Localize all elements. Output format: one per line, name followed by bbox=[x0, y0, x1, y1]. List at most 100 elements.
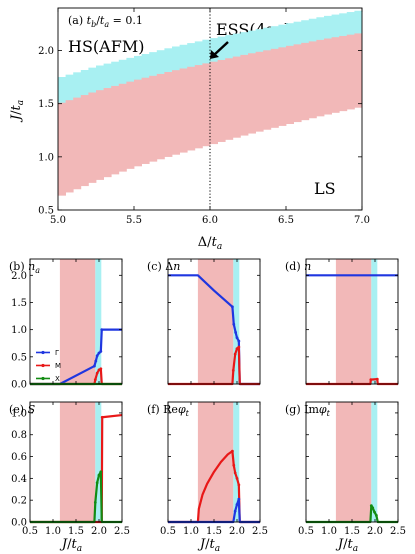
panel-a-xtick-label: 5.5 bbox=[126, 215, 142, 226]
ec-region-step bbox=[210, 61, 218, 145]
xtick-label: 1.5 bbox=[206, 526, 222, 537]
series-green-point bbox=[95, 481, 99, 485]
hs-afm-region-step bbox=[255, 29, 264, 52]
hs-afm-region-step bbox=[164, 48, 173, 72]
panel-a-ytick-label: 0.5 bbox=[38, 206, 54, 217]
hs-afm-region-step bbox=[202, 39, 211, 64]
ec-region-step bbox=[232, 56, 241, 138]
ec-region-step bbox=[187, 66, 196, 151]
series-red-line bbox=[168, 449, 260, 524]
hs-afm-shading bbox=[95, 259, 102, 384]
ec-region-step bbox=[255, 51, 264, 132]
hs-afm-region-step bbox=[301, 20, 310, 43]
ec-region-step bbox=[141, 77, 150, 164]
panel-g-xlabel: J/ta bbox=[335, 537, 358, 554]
ec-region-step bbox=[339, 35, 348, 112]
hs-afm-region-step bbox=[80, 69, 89, 96]
ytick-label: 0.6 bbox=[11, 452, 27, 463]
series-green-line bbox=[30, 470, 122, 524]
series-green-point bbox=[99, 470, 103, 474]
hs-afm-region-step bbox=[263, 27, 272, 51]
xtick-label: 0.5 bbox=[298, 526, 314, 537]
ec-shading bbox=[197, 402, 234, 522]
region-label-ls: LS bbox=[314, 179, 336, 198]
panel-e-label: (e) S bbox=[9, 403, 36, 416]
hs-afm-region-step bbox=[88, 67, 97, 93]
xtick-label: 0.5 bbox=[160, 526, 176, 537]
panel-a-ytick-label: 2.0 bbox=[38, 46, 54, 57]
legend-label: X bbox=[55, 375, 60, 383]
series-blue-point bbox=[237, 339, 241, 343]
panel-a-xlabel: Δ/ta bbox=[198, 235, 222, 252]
hs-afm-region-step bbox=[354, 10, 362, 34]
ec-shading bbox=[335, 402, 372, 522]
series-green-point bbox=[97, 473, 101, 477]
series-red-point bbox=[95, 371, 99, 375]
xtick-label: 2.5 bbox=[114, 526, 130, 537]
ec-region-step bbox=[248, 52, 256, 134]
ytick-label: 1.0 bbox=[11, 408, 27, 419]
panel-f-xlabel: J/ta bbox=[197, 537, 220, 554]
legend-marker-blue bbox=[41, 350, 45, 355]
series-red-point bbox=[233, 471, 237, 475]
hs-afm-region-step bbox=[194, 41, 203, 66]
xtick-label: 1.0 bbox=[45, 526, 61, 537]
ec-region-step bbox=[270, 48, 279, 128]
ec-region-step bbox=[316, 39, 325, 117]
annotation-arrow-shaft bbox=[213, 41, 229, 56]
series-blue-point bbox=[94, 359, 98, 363]
series-blue-point bbox=[234, 330, 238, 334]
series-blue-point bbox=[100, 328, 104, 332]
series-red-line bbox=[168, 345, 260, 386]
hs-afm-region-step bbox=[58, 76, 66, 103]
hs-afm-region-step bbox=[111, 61, 120, 86]
xtick-label: 2.0 bbox=[91, 526, 107, 537]
hs-afm-shading bbox=[233, 259, 240, 384]
series-blue-point bbox=[97, 351, 101, 355]
ec-region-step bbox=[58, 102, 66, 196]
hs-afm-region-step bbox=[339, 13, 348, 36]
ec-shading bbox=[335, 259, 372, 384]
xtick-label: 0.5 bbox=[22, 526, 38, 537]
hs-afm-shading bbox=[371, 259, 378, 384]
series-blue-point bbox=[235, 503, 239, 506]
xtick-label: 1.5 bbox=[344, 526, 360, 537]
hs-afm-region-step bbox=[286, 23, 294, 46]
series-red-point bbox=[231, 369, 235, 372]
ytick-label: 2.0 bbox=[11, 271, 27, 282]
panel-f: 0.5 1.0 1.5 2.0 2.5 bbox=[160, 401, 268, 537]
ec-region-step bbox=[126, 81, 135, 169]
series-red-point bbox=[233, 352, 237, 356]
ec-region-step bbox=[88, 92, 97, 183]
hs-afm-region-step bbox=[225, 35, 234, 59]
legend-label: Γ bbox=[55, 349, 59, 357]
panel-e: 0.5 1.0 1.5 2.0 2.5 0.0 0.2 0.4 0.6 0.8 1.0 bbox=[11, 401, 130, 537]
ec-region-step bbox=[217, 59, 226, 142]
ec-region-step bbox=[301, 42, 310, 121]
panel-b: 0.0 0.5 1.0 1.5 2.0 ΓMX bbox=[11, 258, 123, 391]
panel-a-xtick-label: 7.0 bbox=[354, 215, 370, 226]
hs-afm-region-step bbox=[232, 33, 241, 57]
hs-afm-region-step bbox=[134, 55, 142, 80]
series-blue-point bbox=[232, 322, 236, 326]
hs-afm-region-step bbox=[270, 26, 279, 49]
ytick-label: 0.8 bbox=[11, 430, 27, 441]
ec-region-step bbox=[96, 89, 104, 180]
series-green-point bbox=[93, 500, 97, 504]
hs-afm-shading bbox=[371, 402, 378, 522]
ytick-label: 0.5 bbox=[11, 352, 27, 363]
legend-label: M bbox=[55, 362, 61, 370]
series-blue-point bbox=[237, 497, 241, 501]
ec-shading bbox=[59, 402, 96, 522]
xtick-label: 2.5 bbox=[390, 526, 406, 537]
ec-region-step bbox=[202, 63, 211, 147]
xtick-label: 2.0 bbox=[367, 526, 383, 537]
series-green-point bbox=[373, 510, 376, 514]
series-blue-point bbox=[95, 354, 99, 358]
hs-afm-region-step bbox=[278, 24, 287, 48]
hs-afm-region-step bbox=[172, 46, 180, 71]
panel-a-ylabel: J/ta bbox=[9, 100, 26, 123]
series-blue-point bbox=[231, 305, 234, 309]
series-green-point bbox=[369, 504, 373, 508]
hs-afm-region-step bbox=[248, 30, 256, 54]
